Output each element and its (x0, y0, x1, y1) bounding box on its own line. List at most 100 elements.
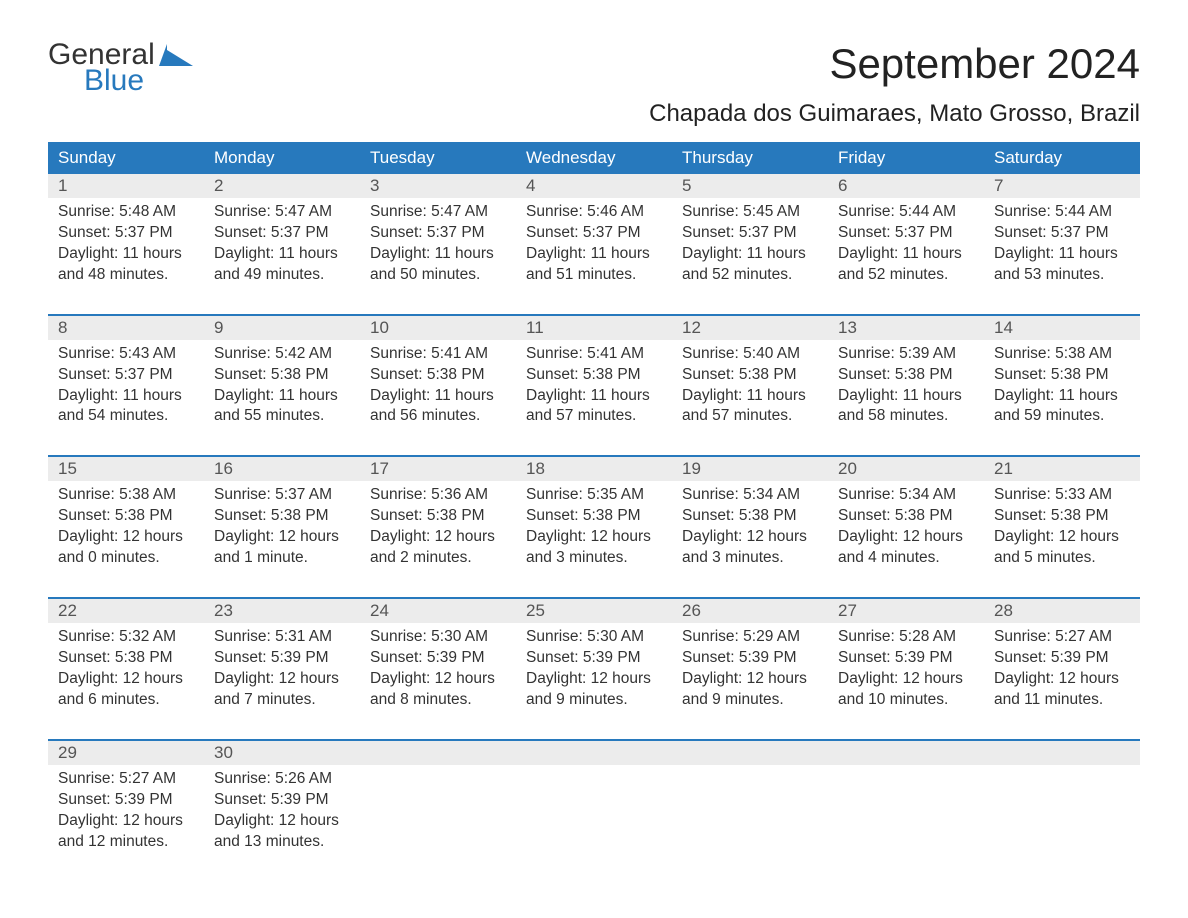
day-detail-cell: Sunrise: 5:46 AMSunset: 5:37 PMDaylight:… (516, 198, 672, 315)
day-sunset: Sunset: 5:38 PM (682, 365, 818, 386)
page-title: September 2024 (829, 40, 1140, 88)
day-number-row: 22232425262728 (48, 599, 1140, 623)
logo: General Blue (48, 40, 193, 96)
day-sunrise: Sunrise: 5:47 AM (370, 202, 506, 223)
day-sunrise: Sunrise: 5:31 AM (214, 627, 350, 648)
day-day1: Daylight: 11 hours (838, 244, 974, 265)
day-detail-cell (828, 765, 984, 881)
day-day2: and 10 minutes. (838, 690, 974, 711)
day-number-cell: 14 (984, 316, 1140, 340)
day-day1: Daylight: 12 hours (682, 527, 818, 548)
day-number-row: 2930 (48, 741, 1140, 765)
page-subtitle: Chapada dos Guimaraes, Mato Grosso, Braz… (48, 100, 1140, 128)
day-sunrise: Sunrise: 5:41 AM (526, 344, 662, 365)
day-day1: Daylight: 11 hours (526, 386, 662, 407)
day-sunset: Sunset: 5:38 PM (370, 506, 506, 527)
day-day2: and 58 minutes. (838, 406, 974, 427)
day-number-cell: 27 (828, 599, 984, 623)
header: General Blue September 2024 (48, 40, 1140, 96)
day-day1: Daylight: 12 hours (214, 527, 350, 548)
day-detail-cell (984, 765, 1140, 881)
day-day2: and 52 minutes. (838, 265, 974, 286)
day-sunset: Sunset: 5:38 PM (58, 648, 194, 669)
day-day2: and 54 minutes. (58, 406, 194, 427)
day-day1: Daylight: 11 hours (682, 244, 818, 265)
day-sunrise: Sunrise: 5:37 AM (214, 485, 350, 506)
day-sunset: Sunset: 5:38 PM (526, 365, 662, 386)
day-day1: Daylight: 12 hours (214, 669, 350, 690)
day-sunrise: Sunrise: 5:28 AM (838, 627, 974, 648)
day-sunrise: Sunrise: 5:47 AM (214, 202, 350, 223)
weekday-header: Wednesday (516, 142, 672, 174)
day-day2: and 5 minutes. (994, 548, 1130, 569)
day-day1: Daylight: 11 hours (214, 386, 350, 407)
day-sunset: Sunset: 5:37 PM (526, 223, 662, 244)
day-day2: and 12 minutes. (58, 832, 194, 853)
day-detail-cell: Sunrise: 5:47 AMSunset: 5:37 PMDaylight:… (360, 198, 516, 315)
day-day2: and 57 minutes. (682, 406, 818, 427)
day-day1: Daylight: 12 hours (838, 669, 974, 690)
day-day1: Daylight: 12 hours (838, 527, 974, 548)
day-sunrise: Sunrise: 5:44 AM (838, 202, 974, 223)
day-sunset: Sunset: 5:39 PM (682, 648, 818, 669)
day-detail-cell: Sunrise: 5:38 AMSunset: 5:38 PMDaylight:… (984, 340, 1140, 457)
day-number-cell: 19 (672, 457, 828, 481)
day-number-cell: 2 (204, 174, 360, 198)
day-number-cell: 9 (204, 316, 360, 340)
weekday-header: Monday (204, 142, 360, 174)
day-day2: and 11 minutes. (994, 690, 1130, 711)
day-number-cell: 17 (360, 457, 516, 481)
day-sunrise: Sunrise: 5:39 AM (838, 344, 974, 365)
day-day1: Daylight: 12 hours (370, 669, 506, 690)
day-sunset: Sunset: 5:37 PM (994, 223, 1130, 244)
day-sunset: Sunset: 5:39 PM (370, 648, 506, 669)
day-day2: and 8 minutes. (370, 690, 506, 711)
day-sunset: Sunset: 5:37 PM (838, 223, 974, 244)
day-number-cell: 23 (204, 599, 360, 623)
day-detail-cell: Sunrise: 5:32 AMSunset: 5:38 PMDaylight:… (48, 623, 204, 740)
day-day2: and 2 minutes. (370, 548, 506, 569)
day-number-cell: 11 (516, 316, 672, 340)
day-number-cell: 1 (48, 174, 204, 198)
day-sunset: Sunset: 5:39 PM (214, 790, 350, 811)
day-sunset: Sunset: 5:38 PM (994, 365, 1130, 386)
weekday-header: Tuesday (360, 142, 516, 174)
day-sunset: Sunset: 5:39 PM (214, 648, 350, 669)
day-number-cell (360, 741, 516, 765)
day-sunset: Sunset: 5:37 PM (214, 223, 350, 244)
day-detail-cell: Sunrise: 5:26 AMSunset: 5:39 PMDaylight:… (204, 765, 360, 881)
day-day2: and 52 minutes. (682, 265, 818, 286)
day-detail-cell: Sunrise: 5:30 AMSunset: 5:39 PMDaylight:… (516, 623, 672, 740)
day-sunset: Sunset: 5:38 PM (370, 365, 506, 386)
day-day2: and 49 minutes. (214, 265, 350, 286)
day-number-cell: 28 (984, 599, 1140, 623)
day-detail-cell: Sunrise: 5:40 AMSunset: 5:38 PMDaylight:… (672, 340, 828, 457)
day-day1: Daylight: 12 hours (214, 811, 350, 832)
day-day2: and 9 minutes. (682, 690, 818, 711)
day-detail-cell: Sunrise: 5:44 AMSunset: 5:37 PMDaylight:… (828, 198, 984, 315)
logo-mark-icon (159, 44, 193, 66)
day-day1: Daylight: 12 hours (526, 669, 662, 690)
day-day2: and 48 minutes. (58, 265, 194, 286)
day-number-cell: 16 (204, 457, 360, 481)
day-number-cell: 24 (360, 599, 516, 623)
day-sunset: Sunset: 5:38 PM (214, 365, 350, 386)
day-sunrise: Sunrise: 5:41 AM (370, 344, 506, 365)
day-detail-cell: Sunrise: 5:27 AMSunset: 5:39 PMDaylight:… (48, 765, 204, 881)
day-detail-cell: Sunrise: 5:34 AMSunset: 5:38 PMDaylight:… (828, 481, 984, 598)
day-sunrise: Sunrise: 5:36 AM (370, 485, 506, 506)
day-sunrise: Sunrise: 5:30 AM (526, 627, 662, 648)
day-detail-cell: Sunrise: 5:28 AMSunset: 5:39 PMDaylight:… (828, 623, 984, 740)
weekday-header: Friday (828, 142, 984, 174)
day-sunset: Sunset: 5:39 PM (526, 648, 662, 669)
day-day1: Daylight: 11 hours (994, 244, 1130, 265)
weekday-header: Saturday (984, 142, 1140, 174)
day-detail-cell: Sunrise: 5:31 AMSunset: 5:39 PMDaylight:… (204, 623, 360, 740)
weekday-header: Sunday (48, 142, 204, 174)
weekday-header: Thursday (672, 142, 828, 174)
day-number-cell (828, 741, 984, 765)
day-detail-cell: Sunrise: 5:35 AMSunset: 5:38 PMDaylight:… (516, 481, 672, 598)
day-sunrise: Sunrise: 5:27 AM (58, 769, 194, 790)
day-day2: and 4 minutes. (838, 548, 974, 569)
day-number-cell: 3 (360, 174, 516, 198)
